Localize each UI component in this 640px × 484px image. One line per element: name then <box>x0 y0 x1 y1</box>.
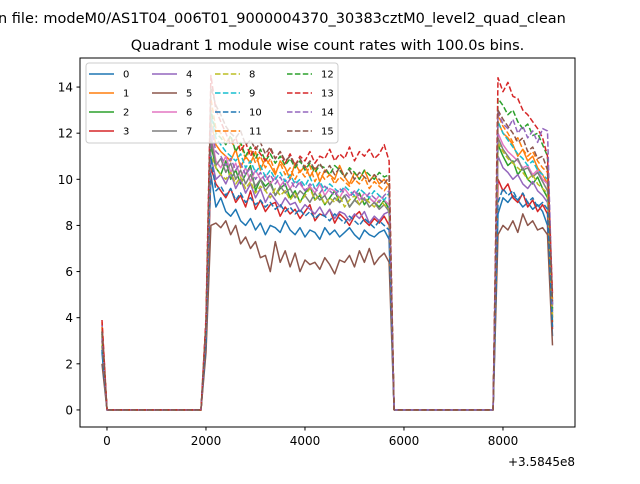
legend-entry-6: 6 <box>152 108 192 119</box>
legend-label: 5 <box>186 89 192 100</box>
legend-label: 3 <box>123 127 129 138</box>
figure-suptitle: n file: modeM0/AS1T04_006T01_9000004370_… <box>0 11 566 27</box>
series-line-15 <box>101 86 554 411</box>
legend-entry-12: 12 <box>287 70 334 81</box>
x-tick-label: 0 <box>103 434 111 448</box>
y-tick-label: 2 <box>65 357 73 371</box>
legend-entry-7: 7 <box>152 127 192 138</box>
legend-frame <box>85 62 339 144</box>
legend-entry-11: 11 <box>215 127 262 138</box>
x-tick-label: 8000 <box>488 434 519 448</box>
legend-label: 12 <box>321 70 334 81</box>
chart-title: Quadrant 1 module wise count rates with … <box>131 38 525 54</box>
x-tick-label: 4000 <box>290 434 321 448</box>
legend-label: 6 <box>186 108 192 119</box>
y-tick-label: 14 <box>58 81 73 95</box>
y-axis: 0 2 4 6 8 10 12 14 <box>58 81 80 417</box>
legend-label: 2 <box>123 108 129 119</box>
y-tick-label: 10 <box>58 173 73 187</box>
legend-label: 7 <box>186 127 192 138</box>
legend-entry-8: 8 <box>215 70 255 81</box>
legend-label: 13 <box>321 89 334 100</box>
legend-entry-10: 10 <box>215 108 262 119</box>
legend-label: 4 <box>186 70 192 81</box>
legend-label: 15 <box>321 127 334 138</box>
x-axis: 0 2000 4000 6000 8000 <box>103 427 518 448</box>
y-tick-label: 8 <box>65 219 73 233</box>
legend-entry-2: 2 <box>89 108 129 119</box>
legend-entry-13: 13 <box>287 89 334 100</box>
y-tick-label: 4 <box>65 311 73 325</box>
legend-label: 0 <box>123 70 129 81</box>
y-tick-label: 6 <box>65 265 73 279</box>
x-offset-label: +3.5845e8 <box>508 455 575 469</box>
legend-label: 11 <box>249 127 262 138</box>
legend-entry-1: 1 <box>89 89 129 100</box>
legend-entry-14: 14 <box>287 108 334 119</box>
legend-label: 8 <box>249 70 255 81</box>
legend-label: 9 <box>249 89 255 100</box>
axes-frame <box>79 57 576 428</box>
legend-label: 14 <box>321 108 334 119</box>
legend-entry-4: 4 <box>152 70 192 81</box>
legend-label: 10 <box>249 108 262 119</box>
legend-entry-3: 3 <box>89 127 129 138</box>
y-tick-label: 0 <box>65 403 73 417</box>
y-tick-label: 12 <box>58 127 73 141</box>
x-tick-label: 6000 <box>389 434 420 448</box>
legend-entry-5: 5 <box>152 89 192 100</box>
plot-lines <box>101 74 554 411</box>
legend-entry-9: 9 <box>215 89 255 100</box>
x-tick-label: 2000 <box>191 434 222 448</box>
legend-entry-0: 0 <box>89 70 129 81</box>
legend-label: 1 <box>123 89 129 100</box>
legend-entry-15: 15 <box>287 127 334 138</box>
